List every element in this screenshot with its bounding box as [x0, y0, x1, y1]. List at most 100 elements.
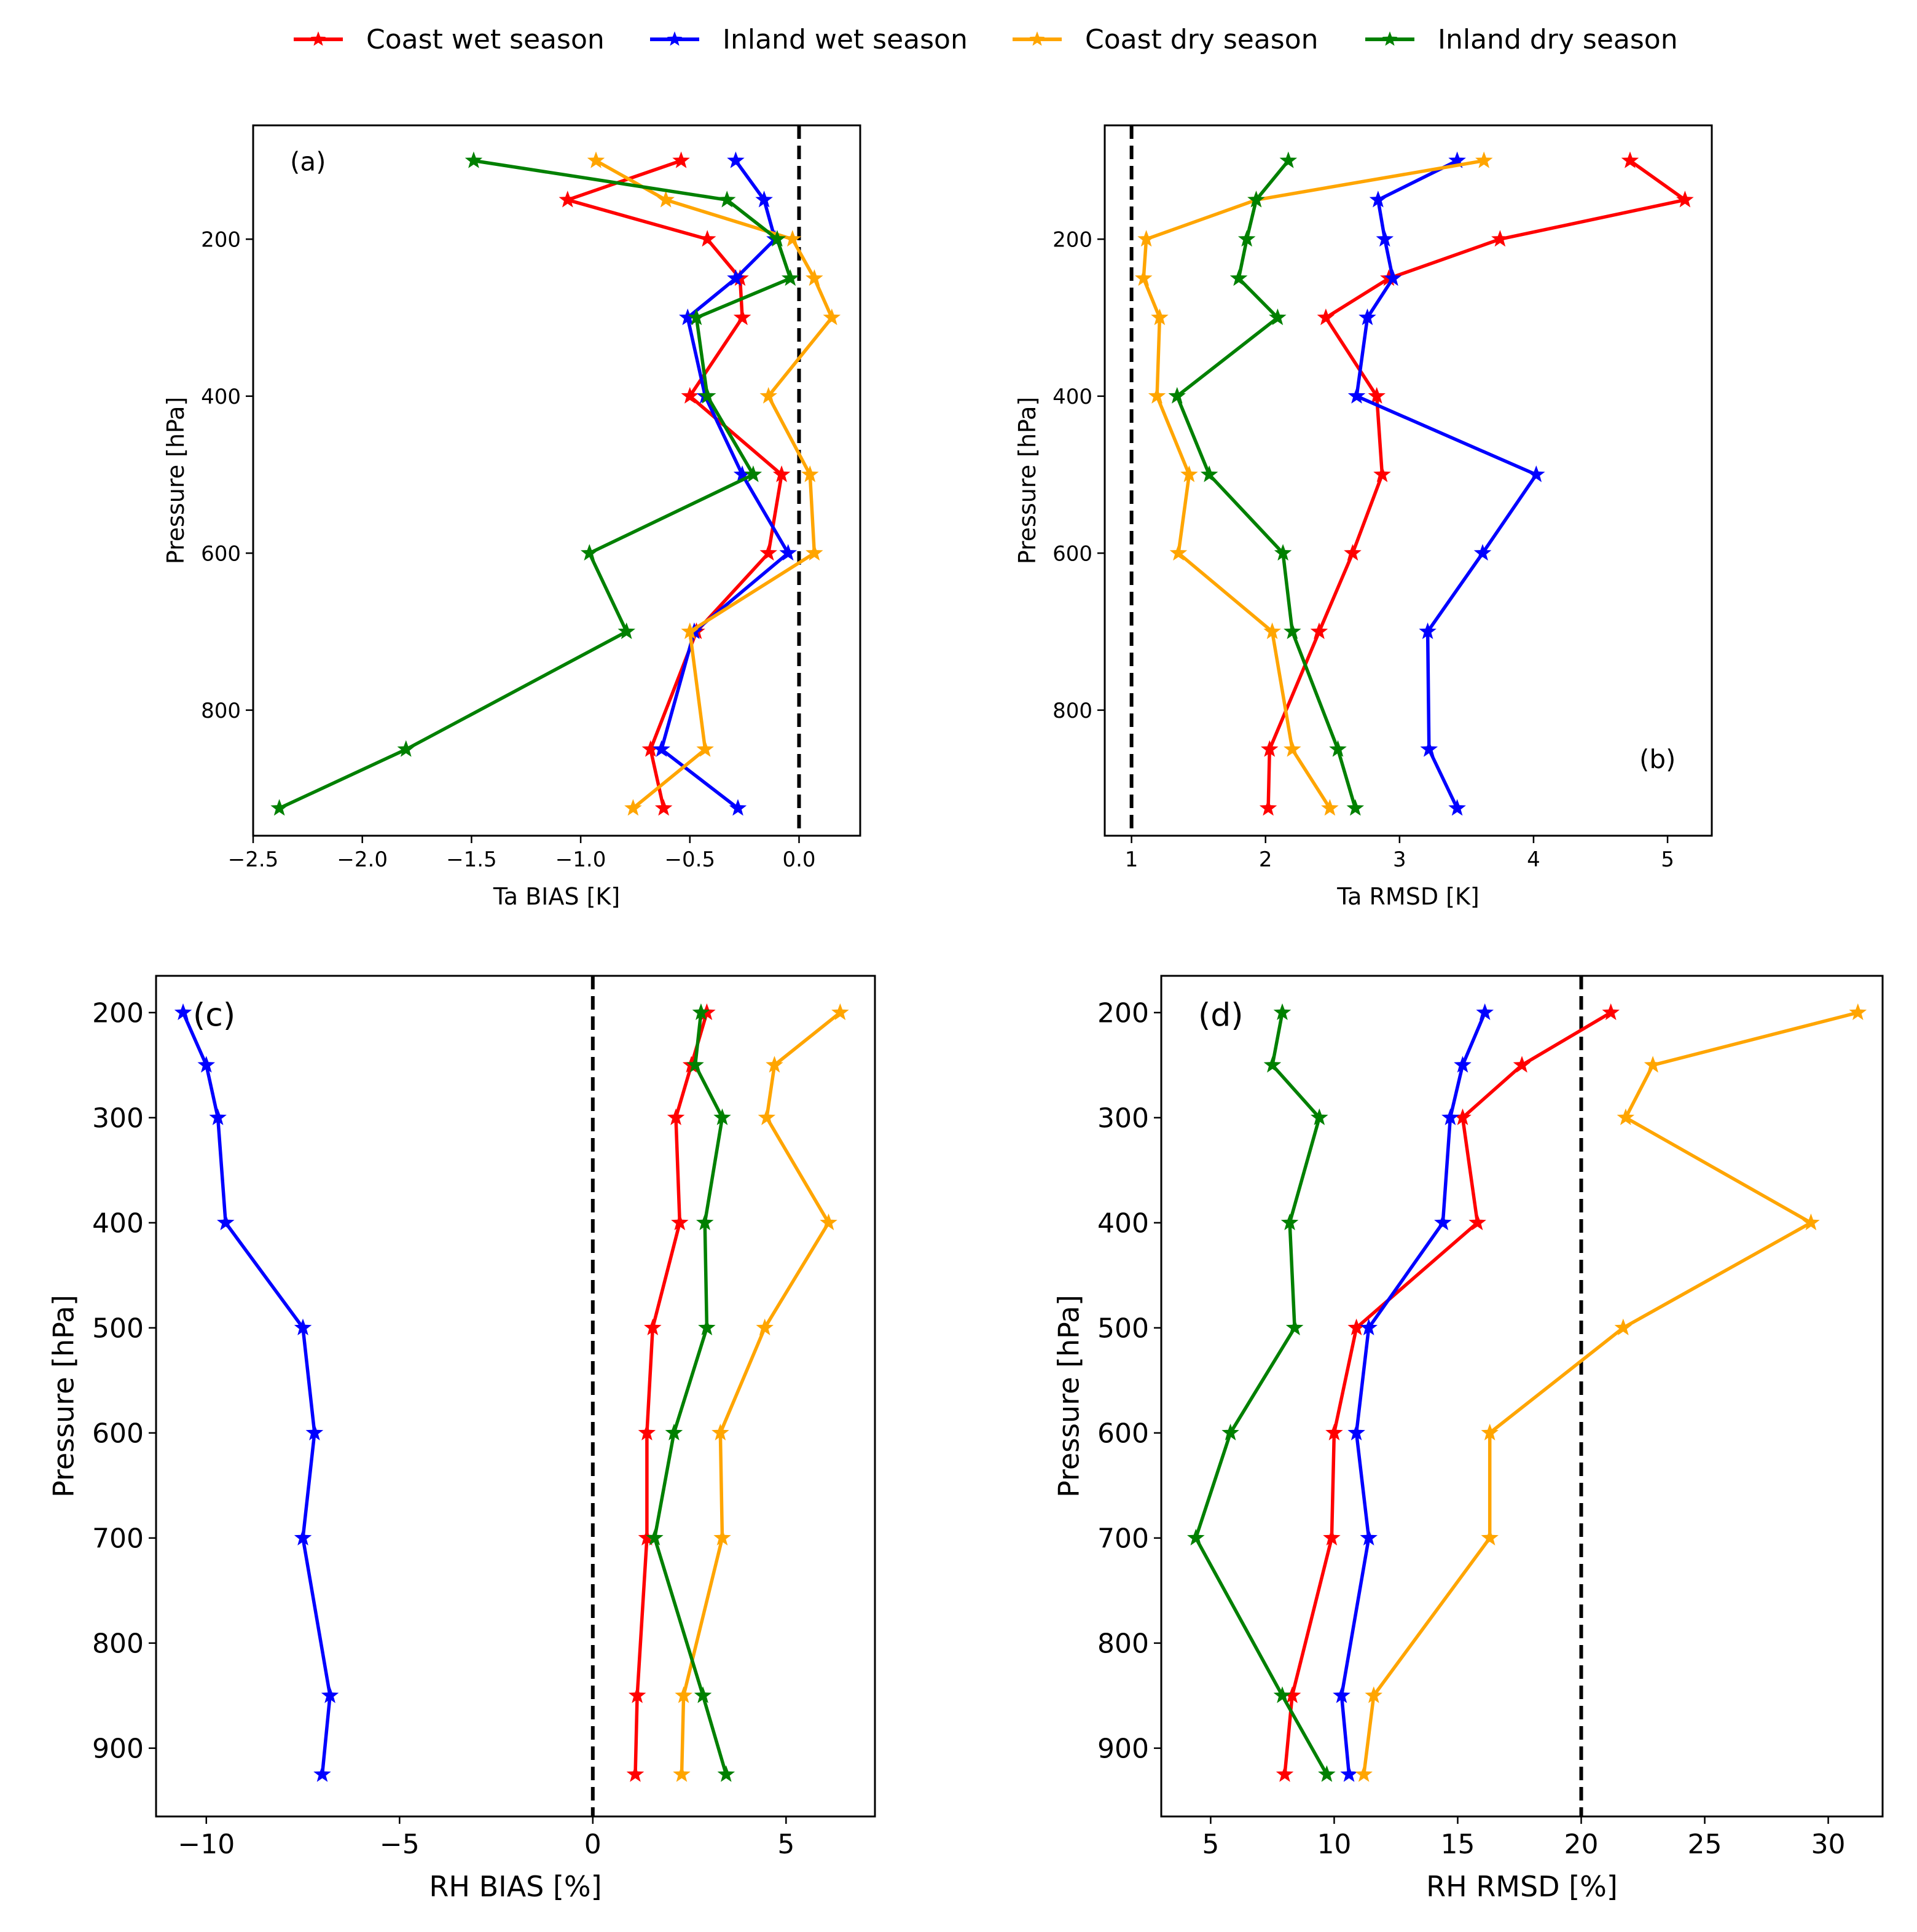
data-point [712, 1423, 729, 1440]
data-point [1849, 1003, 1867, 1020]
data-point [729, 799, 747, 816]
data-point [1369, 190, 1387, 208]
data-point [1279, 151, 1298, 168]
data-point [624, 799, 642, 816]
data-point [1273, 1003, 1292, 1020]
data-point [1284, 740, 1301, 757]
data-point [1137, 230, 1155, 247]
series [270, 151, 799, 816]
y-tick-label: 800 [1097, 1628, 1149, 1660]
data-point [1441, 1108, 1459, 1125]
data-point [1261, 740, 1279, 757]
x-tick-label: 0.0 [782, 847, 815, 872]
legend-marker [1382, 31, 1398, 46]
axes-frame [252, 124, 861, 837]
y-axis-label: Pressure [hPa] [162, 397, 189, 565]
data-point [1148, 387, 1166, 404]
data-point [1285, 1318, 1304, 1335]
y-tick-label: 900 [92, 1734, 144, 1765]
data-point [1527, 465, 1545, 482]
data-point [1513, 1056, 1531, 1073]
data-point [1273, 1686, 1292, 1703]
x-tick-label: 10 [1317, 1829, 1351, 1860]
data-point [465, 151, 483, 168]
data-point [698, 1318, 716, 1335]
legend-marker [310, 31, 326, 46]
x-tick-label: 5 [1202, 1829, 1219, 1860]
axes-frame [1104, 124, 1713, 837]
data-point [718, 190, 736, 208]
y-axis-label: Pressure [hPa] [1052, 1295, 1085, 1498]
panel-label: (a) [290, 147, 326, 177]
data-point [679, 308, 697, 326]
chart-panel: 5 10 15 20 25 30 200 300 400 500 600 700 800 900 RH RM… [1052, 975, 1884, 1903]
series [1347, 151, 1545, 816]
data-point [1237, 230, 1256, 247]
data-point [756, 1318, 774, 1335]
data-point [305, 1423, 324, 1440]
data-point [727, 151, 745, 168]
y-tick-label: 800 [1053, 699, 1092, 723]
data-point [759, 387, 777, 404]
data-point [823, 308, 841, 326]
data-point [717, 1765, 735, 1782]
data-point [1310, 622, 1328, 639]
data-point [1280, 1213, 1299, 1230]
chart-panel: 1 2 3 4 5 200 400 600 800 Ta RMSD [K] Pressure [hP… [1014, 124, 1713, 910]
data-point [671, 1213, 689, 1230]
legend-marker [1029, 31, 1045, 46]
x-tick-label: −2.5 [228, 847, 279, 872]
x-tick-label: 25 [1688, 1829, 1722, 1860]
y-axis-label: Pressure [hPa] [47, 1295, 80, 1498]
data-point [587, 151, 605, 168]
x-axis-label: Ta RMSD [K] [1336, 883, 1480, 910]
y-tick-label: 700 [92, 1523, 144, 1555]
data-point [653, 740, 670, 757]
data-point [1434, 1213, 1452, 1230]
data-point [1384, 269, 1402, 286]
data-point [626, 1765, 645, 1782]
legend-label: Coast dry season [1085, 24, 1319, 55]
data-point [1169, 544, 1188, 561]
legend-label: Coast wet season [366, 24, 605, 55]
x-tick-label: −2.0 [337, 847, 388, 872]
data-point [1221, 1423, 1239, 1440]
data-point [1346, 799, 1365, 816]
data-point [321, 1686, 339, 1703]
data-point [1644, 1056, 1662, 1073]
y-tick-label: 400 [201, 385, 241, 409]
y-tick-label: 300 [92, 1103, 144, 1134]
data-point [1473, 544, 1492, 561]
data-point [665, 1423, 683, 1440]
y-tick-label: 400 [1097, 1208, 1149, 1239]
data-point [638, 1528, 656, 1545]
data-point [801, 465, 819, 482]
data-point [688, 308, 705, 326]
data-point [1274, 544, 1292, 561]
y-tick-label: 400 [1053, 385, 1092, 409]
data-point [313, 1765, 331, 1782]
data-point [733, 308, 751, 326]
data-point [1187, 1528, 1205, 1545]
data-point [638, 1423, 656, 1440]
data-point [1355, 1765, 1373, 1782]
data-point [1200, 465, 1218, 482]
x-tick-label: 4 [1527, 847, 1540, 872]
series [1135, 151, 1493, 816]
y-tick-label: 600 [92, 1418, 144, 1450]
data-point [713, 1108, 731, 1125]
x-tick-label: 5 [1661, 847, 1674, 872]
legend-item: Inland wet season [650, 24, 968, 55]
data-point [1344, 544, 1362, 561]
y-tick-label: 200 [92, 998, 144, 1029]
data-point [782, 269, 799, 286]
data-point [217, 1213, 235, 1230]
data-point [1419, 622, 1437, 639]
legend-item: Coast dry season [1013, 24, 1319, 55]
legend-label: Inland wet season [723, 24, 968, 55]
x-tick-label: −1.0 [555, 847, 606, 872]
data-point [397, 740, 415, 757]
data-point [1468, 1213, 1486, 1230]
data-point [657, 190, 675, 208]
